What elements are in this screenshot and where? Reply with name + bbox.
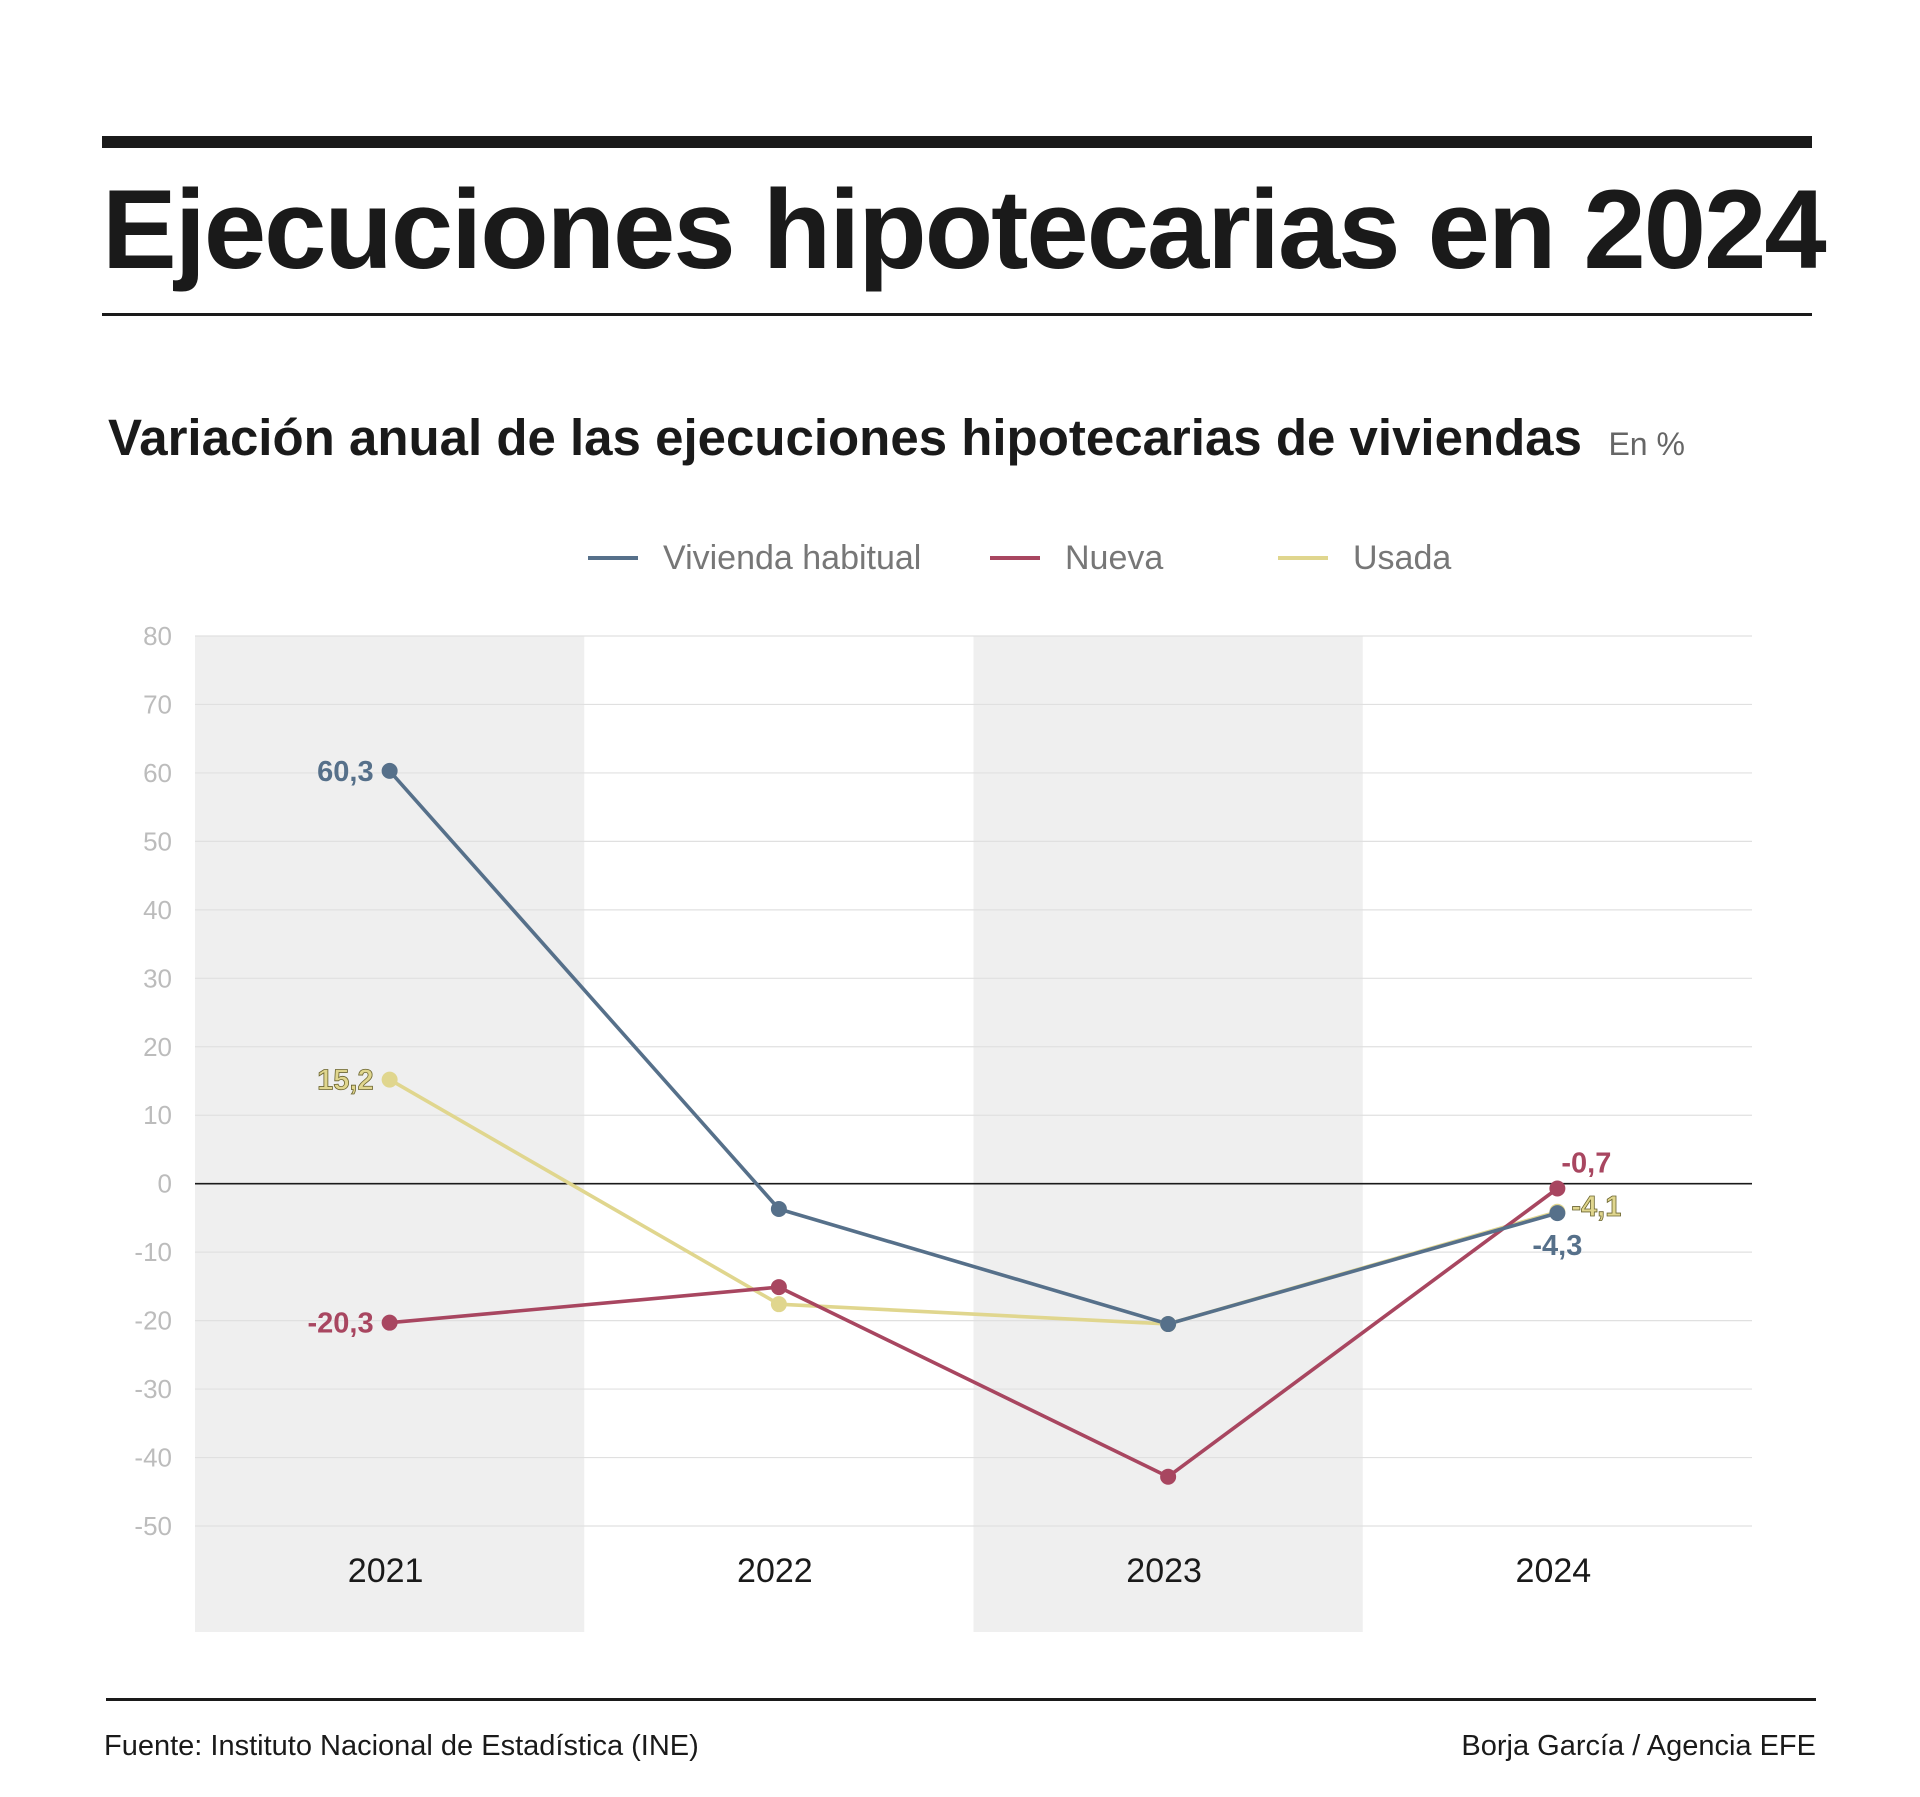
series-points — [381, 762, 1566, 1485]
data-point-nueva — [1160, 1468, 1177, 1485]
y-tick-label: -30 — [134, 1374, 172, 1404]
y-tick-label: 20 — [143, 1032, 172, 1062]
y-tick-label: 10 — [143, 1100, 172, 1130]
y-tick-label: 30 — [143, 963, 172, 993]
data-point-vivienda-habitual — [1160, 1316, 1177, 1333]
chart-unit: En % — [1608, 426, 1685, 462]
data-point-usada — [381, 1071, 398, 1088]
y-tick-label: 80 — [143, 621, 172, 651]
data-labels: 60,3 -20,3 15,2 -0,7 -4,1 -4,3 — [308, 756, 1622, 1340]
data-point-vivienda-habitual — [1549, 1205, 1566, 1222]
x-tick-label: 2024 — [1516, 1552, 1592, 1590]
data-label: -4,3 — [1532, 1230, 1582, 1262]
legend-item-usada: Usada — [1278, 539, 1451, 577]
data-label: 60,3 — [317, 756, 373, 788]
top-rule — [102, 136, 1812, 148]
y-tick-label: 60 — [143, 758, 172, 788]
credit-note: Borja García / Agencia EFE — [1461, 1730, 1816, 1762]
y-tick-label: -40 — [134, 1443, 172, 1473]
legend-label: Vivienda habitual — [663, 539, 921, 577]
gridlines — [195, 635, 1752, 1527]
y-tick-label: -20 — [134, 1306, 172, 1336]
x-tick-label: 2022 — [737, 1552, 813, 1590]
data-point-vivienda-habitual — [381, 762, 398, 779]
y-tick-label: 0 — [158, 1169, 172, 1199]
footer-divider — [106, 1698, 1816, 1701]
source-note: Fuente: Instituto Nacional de Estadístic… — [104, 1730, 699, 1762]
data-label: -4,1 — [1571, 1191, 1621, 1223]
data-label: -0,7 — [1561, 1147, 1611, 1179]
data-point-nueva — [770, 1279, 787, 1296]
page-title: Ejecuciones hipotecarias en 2024 — [102, 167, 1827, 292]
legend-item-nueva: Nueva — [990, 539, 1163, 577]
legend-label: Usada — [1353, 539, 1451, 577]
data-point-usada — [770, 1296, 787, 1313]
y-tick-label: -50 — [134, 1511, 172, 1541]
data-label: 15,2 — [317, 1065, 373, 1097]
year-bands — [195, 636, 1363, 1632]
legend-item-vivienda-habitual: Vivienda habitual — [588, 539, 921, 577]
chart-title: Variación anual de las ejecuciones hipot… — [108, 409, 1582, 466]
data-label: -20,3 — [308, 1308, 374, 1340]
chart-subtitle-row: Variación anual de las ejecuciones hipot… — [108, 408, 1685, 467]
y-tick-label: 70 — [143, 689, 172, 719]
y-tick-label: 50 — [143, 826, 172, 856]
y-tick-label: -10 — [134, 1237, 172, 1267]
x-tick-label: 2021 — [348, 1552, 424, 1590]
series-line-vivienda-habitual — [387, 769, 1560, 1326]
year-band-2023 — [973, 636, 1363, 1632]
y-tick-label: 40 — [143, 895, 172, 925]
y-axis: 80 70 60 50 40 30 20 10 0 -10 -20 -30 -40 -50 — [134, 621, 172, 1541]
x-tick-label: 2023 — [1126, 1552, 1202, 1590]
year-band-2021 — [195, 636, 585, 1632]
data-point-nueva — [1549, 1180, 1566, 1197]
legend-label: Nueva — [1065, 539, 1163, 577]
data-point-vivienda-habitual — [770, 1201, 787, 1218]
legend: Vivienda habitual Nueva Usada — [588, 539, 1451, 577]
series-lines — [387, 769, 1560, 1479]
x-axis: 2021 2022 2023 2024 — [348, 1552, 1591, 1590]
data-point-nueva — [381, 1314, 398, 1331]
title-divider — [102, 313, 1812, 316]
series-line-nueva — [387, 1186, 1560, 1479]
